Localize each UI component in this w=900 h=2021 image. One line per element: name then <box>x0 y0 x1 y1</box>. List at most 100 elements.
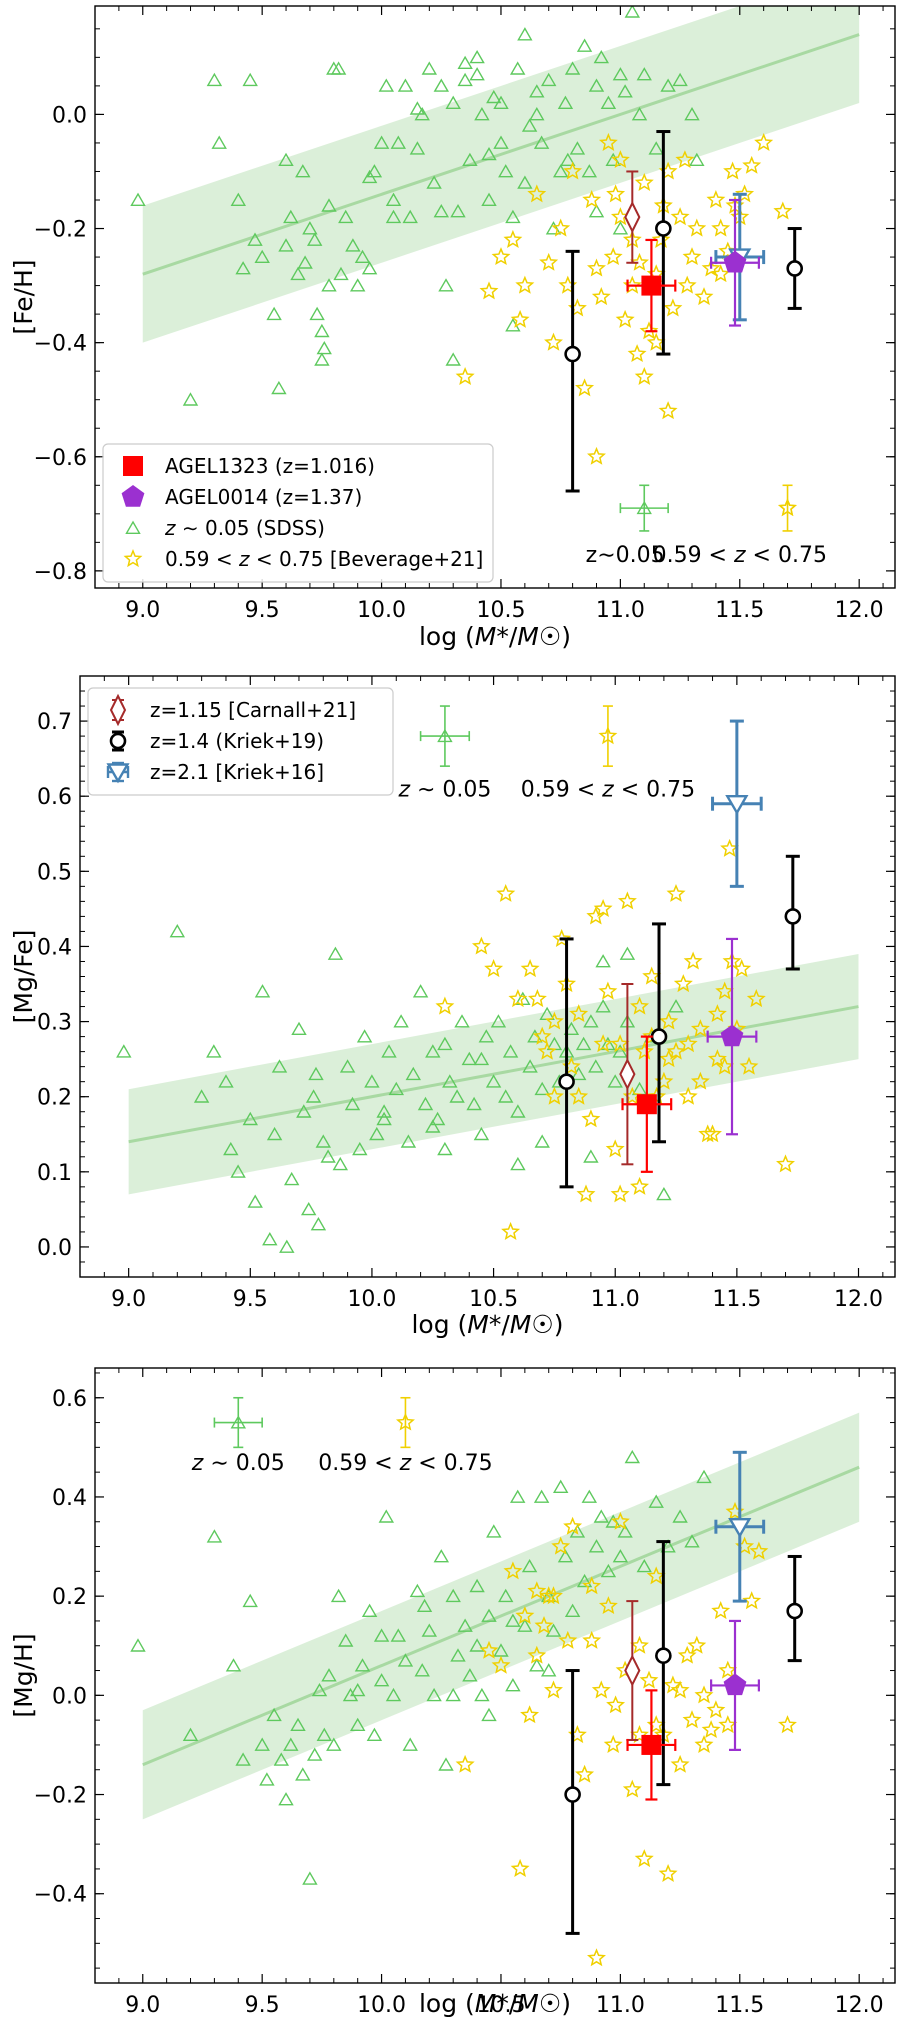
x-tick-label: 12.0 <box>834 1287 883 1312</box>
sdss-point <box>385 209 402 224</box>
beverage-point <box>593 898 613 917</box>
y-tick-label: 0.2 <box>37 1086 72 1111</box>
beverage-point <box>670 1680 690 1699</box>
plot-frame <box>94 1367 896 1984</box>
beverage-point <box>694 287 714 306</box>
beverage-point <box>610 1034 630 1053</box>
beverage-point <box>551 1536 571 1555</box>
beverage-point <box>598 132 618 151</box>
sdss-point <box>607 1074 623 1088</box>
sdss-point <box>433 1549 450 1563</box>
legend-marker <box>106 763 130 784</box>
sdss-point <box>593 1509 610 1523</box>
beverage-point <box>658 1863 678 1882</box>
beverage-point <box>690 1071 710 1090</box>
y-axis-label: [Mg/H] <box>9 1633 38 1717</box>
kriek19-point <box>655 220 672 237</box>
beverage-point <box>639 321 659 340</box>
sdss-point <box>636 67 652 81</box>
sdss-point <box>354 249 371 263</box>
sdss-point <box>266 306 282 321</box>
sdss-point <box>414 1663 430 1677</box>
sdss-point <box>457 72 473 87</box>
beverage-point <box>539 1586 559 1605</box>
beverage-point <box>508 989 528 1008</box>
beverage-point <box>658 401 678 420</box>
beverage-point <box>551 218 571 237</box>
beverage-point <box>603 247 623 266</box>
sdss-point <box>481 1608 497 1622</box>
sdss-point <box>345 238 361 252</box>
sdss-point <box>279 1239 295 1253</box>
sdss-point <box>242 1593 258 1608</box>
x-tick-label: 10.0 <box>357 598 406 623</box>
sdss-point <box>437 1036 453 1051</box>
sdss-point <box>338 1633 354 1647</box>
beverage-point <box>563 1516 583 1535</box>
sdss-point <box>235 261 251 275</box>
beverage-point <box>630 252 649 271</box>
y-tick-label: 0.6 <box>37 785 72 810</box>
sdss-point <box>438 278 454 292</box>
sdss-point <box>361 261 378 275</box>
agel1323-point <box>641 275 662 296</box>
sdss-point <box>421 1623 438 1637</box>
beverage-point <box>576 1184 596 1203</box>
sdss-point <box>581 1489 598 1503</box>
sdss-point <box>605 1514 621 1528</box>
sdss-point <box>481 1707 497 1722</box>
plot-frame <box>94 5 896 589</box>
beverage-point <box>634 1041 654 1060</box>
redshift-annotation: z ∼ 0.05 <box>191 1451 285 1476</box>
sdss-point <box>583 1149 599 1163</box>
sdss-point <box>588 203 605 218</box>
kriek19-point <box>564 345 581 363</box>
sdss-point <box>300 1202 317 1216</box>
sdss-point <box>278 1792 294 1806</box>
beverage-point <box>575 378 595 397</box>
beverage-point <box>776 1154 795 1173</box>
sdss-point <box>648 141 664 155</box>
plot-area <box>130 6 860 532</box>
beverage-error-marker-symbol <box>395 1412 415 1431</box>
sdss-point <box>393 1014 409 1028</box>
sdss-point <box>273 1752 290 1766</box>
y-tick-label: 0.4 <box>37 935 72 960</box>
x-tick-label: 10.5 <box>476 1993 525 2018</box>
beverage-point <box>539 252 559 271</box>
y-tick-label: 0.7 <box>37 710 72 735</box>
sdss-point <box>433 203 450 218</box>
beverage-point <box>703 1124 722 1143</box>
x-tick-label: 12.0 <box>835 1993 884 2018</box>
beverage-point <box>675 150 695 169</box>
sdss-point <box>412 984 429 998</box>
sdss-point <box>588 78 605 92</box>
sdss-point <box>552 1479 569 1493</box>
sdss-point <box>570 1066 587 1081</box>
sdss-point <box>361 1603 378 1617</box>
y-tick-label: 0.0 <box>37 1236 72 1261</box>
sdss-point <box>612 221 629 235</box>
legend-label: z ∼ 0.05 (SDSS) <box>164 516 325 540</box>
sdss-point <box>462 152 478 166</box>
sdss-point <box>595 999 611 1013</box>
beverage-point <box>701 1720 721 1739</box>
sdss-point <box>509 1489 526 1503</box>
x-tick-label: 9.0 <box>125 1993 160 2018</box>
beverage-point <box>630 1725 649 1744</box>
beverage-point <box>527 184 547 203</box>
sdss-point <box>668 999 684 1013</box>
sdss-point <box>505 1613 521 1627</box>
beverage-point <box>582 1576 602 1595</box>
sdss-point <box>339 1059 356 1073</box>
sdss-point <box>696 1469 712 1484</box>
sdss-point <box>397 78 414 92</box>
y-tick-label: −0.2 <box>34 218 87 243</box>
beverage-point <box>678 1034 698 1053</box>
beverage-point <box>479 281 499 300</box>
kriek19-point <box>786 1602 804 1620</box>
sdss-point <box>271 1059 288 1073</box>
beverage-point <box>491 247 511 266</box>
beverage-point <box>587 258 606 277</box>
sdss-point <box>557 95 574 109</box>
